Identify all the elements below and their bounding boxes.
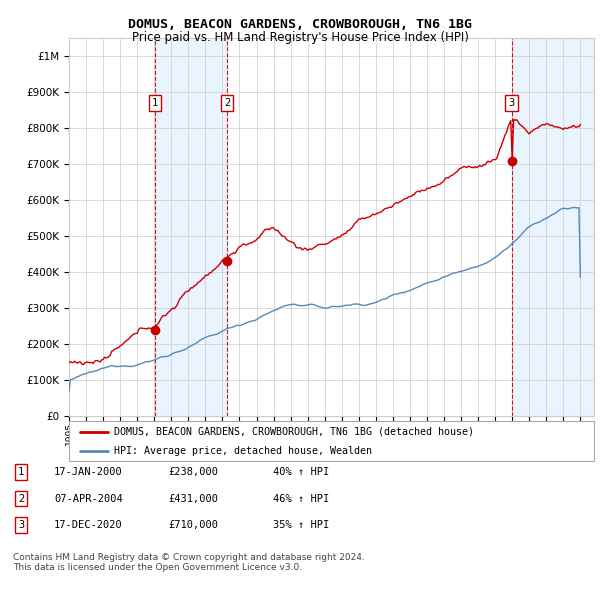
Text: 35% ↑ HPI: 35% ↑ HPI <box>273 520 329 530</box>
Text: Price paid vs. HM Land Registry's House Price Index (HPI): Price paid vs. HM Land Registry's House … <box>131 31 469 44</box>
Text: DOMUS, BEACON GARDENS, CROWBOROUGH, TN6 1BG (detached house): DOMUS, BEACON GARDENS, CROWBOROUGH, TN6 … <box>113 427 473 437</box>
Bar <box>511 38 594 416</box>
Text: £431,000: £431,000 <box>168 494 218 503</box>
Text: 2: 2 <box>18 494 24 503</box>
Text: 17-DEC-2020: 17-DEC-2020 <box>54 520 123 530</box>
Text: HPI: Average price, detached house, Wealden: HPI: Average price, detached house, Weal… <box>113 446 371 456</box>
Text: 17-JAN-2000: 17-JAN-2000 <box>54 467 123 477</box>
Text: 3: 3 <box>18 520 24 530</box>
Text: 2: 2 <box>224 98 230 108</box>
Text: 1: 1 <box>18 467 24 477</box>
Text: 40% ↑ HPI: 40% ↑ HPI <box>273 467 329 477</box>
Text: £238,000: £238,000 <box>168 467 218 477</box>
Text: DOMUS, BEACON GARDENS, CROWBOROUGH, TN6 1BG: DOMUS, BEACON GARDENS, CROWBOROUGH, TN6 … <box>128 18 472 31</box>
Bar <box>155 38 227 416</box>
Text: Contains HM Land Registry data © Crown copyright and database right 2024.: Contains HM Land Registry data © Crown c… <box>13 553 365 562</box>
Text: £710,000: £710,000 <box>168 520 218 530</box>
Text: This data is licensed under the Open Government Licence v3.0.: This data is licensed under the Open Gov… <box>13 563 302 572</box>
Text: 1: 1 <box>152 98 158 108</box>
Text: 3: 3 <box>508 98 515 108</box>
Text: 46% ↑ HPI: 46% ↑ HPI <box>273 494 329 503</box>
Text: 07-APR-2004: 07-APR-2004 <box>54 494 123 503</box>
